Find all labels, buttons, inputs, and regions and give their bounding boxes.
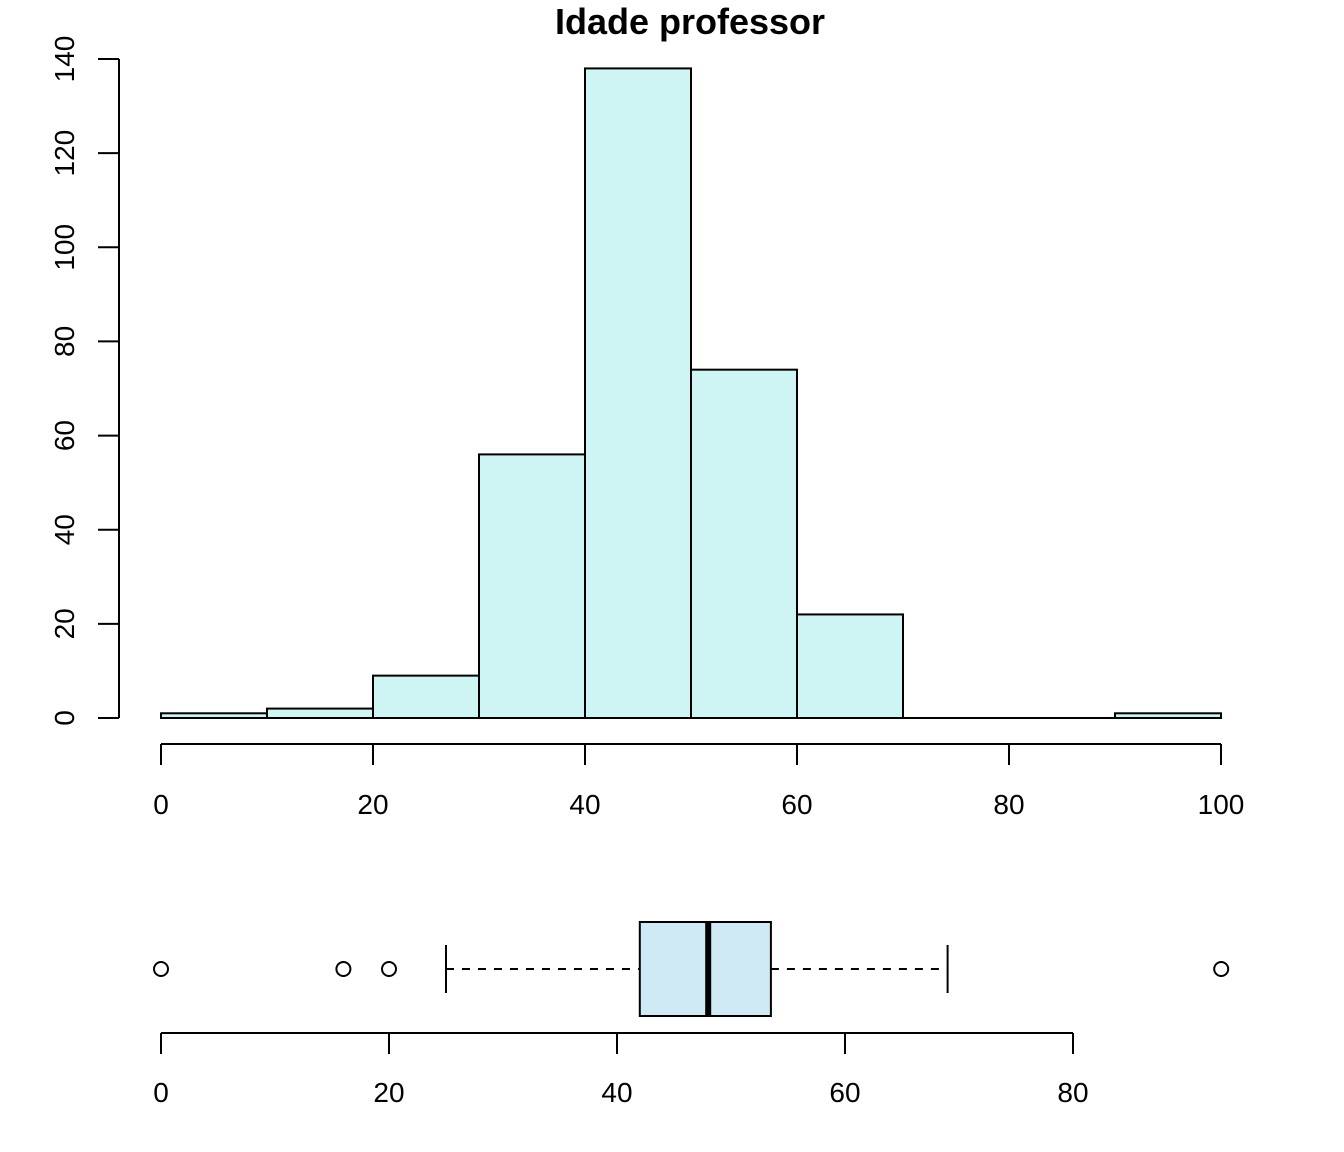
histogram-x-tick-label: 60	[781, 789, 812, 820]
histogram-bar	[372, 674, 480, 720]
boxplot-outlier	[381, 961, 397, 977]
histogram-y-tick-label: 20	[49, 608, 80, 639]
histogram-y-tick-label: 60	[49, 420, 80, 451]
boxplot-outlier	[1213, 961, 1230, 977]
histogram-x-tick-label: 40	[569, 789, 600, 820]
histogram-title: Idade professor	[555, 1, 825, 42]
boxplot-x-tick-label: 60	[829, 1077, 860, 1108]
boxplot-x-tick-label: 80	[1057, 1077, 1088, 1108]
histogram-x-tick-label: 100	[1198, 789, 1245, 820]
histogram-y-tick-label: 40	[49, 514, 80, 545]
histogram-y-tick-label: 140	[49, 36, 80, 83]
histogram-y-axis: 0 20 40 60 80 100 120 140	[49, 36, 120, 726]
histogram-bar	[266, 707, 374, 719]
boxplot-x-axis: 0 20 40 60 80	[153, 1032, 1089, 1108]
histogram-x-tick-label: 80	[993, 789, 1024, 820]
histogram-bar	[1114, 712, 1222, 719]
boxplot-x-tick-label: 20	[373, 1077, 404, 1108]
histogram-y-tick-label: 80	[49, 326, 80, 357]
histogram-x-tick-label: 20	[357, 789, 388, 820]
boxplot-x-tick-label: 0	[153, 1077, 169, 1108]
histogram-x-tick-label: 0	[153, 789, 169, 820]
histogram-y-tick-label: 0	[49, 710, 80, 726]
histogram-bars	[160, 67, 1222, 720]
histogram-x-axis: 0 20 40 60 80 100	[153, 743, 1245, 820]
histogram-bar	[478, 453, 586, 719]
histogram-bar	[160, 712, 268, 719]
histogram-bar	[584, 67, 692, 719]
boxplot-outlier	[153, 961, 169, 977]
boxplot-outlier	[335, 961, 352, 977]
histogram-y-tick-label: 120	[49, 130, 80, 177]
histogram-bar	[690, 368, 798, 719]
boxplot	[153, 921, 1230, 1017]
boxplot-x-tick-label: 40	[601, 1077, 632, 1108]
histogram-y-tick-label: 100	[49, 224, 80, 271]
histogram-bar	[796, 613, 904, 720]
